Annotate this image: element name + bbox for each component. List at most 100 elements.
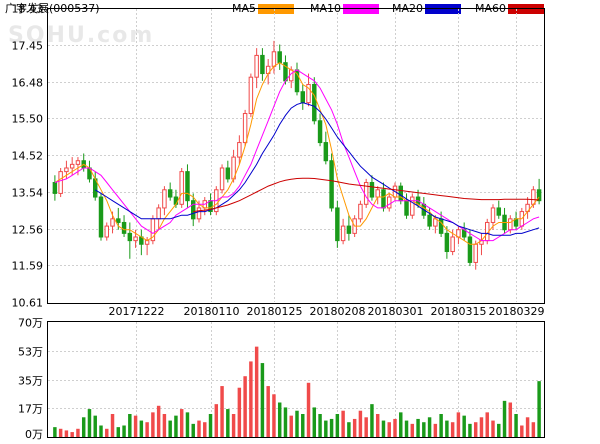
price-panel-frame (47, 8, 545, 304)
candle-body (427, 214, 432, 227)
volume-bar (93, 415, 97, 437)
candle-body (104, 225, 109, 238)
volume-bar (497, 423, 501, 437)
volume-bar (151, 412, 155, 437)
volume-bar (214, 404, 219, 437)
date-tick-label: 20180125 (247, 305, 303, 318)
volume-bar (145, 422, 149, 437)
candle (242, 109, 248, 147)
date-tick-label: 20171222 (109, 305, 165, 318)
candle (150, 215, 156, 245)
candle (121, 215, 127, 237)
price-tick-label: 18.43 (12, 3, 44, 16)
price-tick-label: 17.45 (12, 40, 44, 53)
candle (306, 73, 311, 107)
price-axis: 18.43 17.45 16.48 15.50 14.52 13.54 12.56 11.59… (12, 3, 44, 310)
candle-body (387, 196, 392, 209)
volume-bar (341, 410, 345, 437)
volume-bar (116, 427, 121, 437)
volume-bar (335, 414, 340, 437)
volume-bar (404, 420, 409, 437)
volume-bar (208, 414, 213, 437)
candle-body (179, 171, 184, 205)
volume-bar (462, 415, 466, 437)
candle (237, 135, 242, 165)
candle-body (340, 225, 346, 242)
volume-bar (133, 415, 138, 437)
volume-grid (48, 351, 544, 409)
candle-body (219, 167, 225, 191)
candle (87, 160, 92, 183)
volume-bar (520, 425, 524, 437)
candle-body (98, 196, 104, 238)
volume-bar (99, 425, 103, 437)
volume-bar (295, 410, 299, 437)
candle-body (254, 54, 259, 78)
candle (277, 44, 282, 70)
volume-bar (179, 409, 184, 437)
candle-body (323, 142, 329, 162)
volume-axis: 70万 53万 35万 17万 0万 (18, 317, 43, 442)
candle (104, 222, 109, 241)
volume-bar (58, 428, 63, 437)
volume-bar (381, 420, 386, 437)
candle (323, 131, 329, 165)
volume-bar (128, 414, 132, 437)
date-tick-label: 20180315 (431, 305, 487, 318)
volume-bar (329, 418, 334, 437)
volume-bar (324, 420, 328, 437)
volume-bar (375, 414, 380, 437)
volume-series (53, 346, 541, 437)
volume-bar (502, 400, 507, 437)
candle (358, 200, 363, 223)
candle (536, 178, 542, 205)
volume-bar (479, 417, 484, 437)
volume-bar (64, 430, 69, 437)
volume-bar (318, 414, 322, 437)
volume-bar (168, 420, 172, 437)
volume-bar (312, 407, 317, 437)
candle-body (346, 225, 352, 234)
candle-body (167, 189, 173, 198)
candle-body (237, 142, 242, 158)
date-tick-label: 20180208 (310, 305, 366, 318)
candle (219, 164, 225, 194)
candle (52, 175, 58, 201)
date-tick-label: 20180329 (489, 305, 545, 318)
candle-body (335, 207, 340, 242)
volume-bar (468, 423, 472, 437)
volume-bar (105, 428, 109, 437)
price-tick-label: 11.59 (12, 260, 44, 273)
volume-bar (347, 422, 351, 437)
candle (75, 157, 81, 176)
price-tick-label: 12.56 (12, 224, 44, 237)
candle-body (369, 182, 375, 198)
candle-body (358, 203, 363, 220)
candle (179, 167, 184, 208)
candle (387, 193, 392, 212)
volume-bar (162, 414, 167, 437)
candle-body (508, 218, 513, 231)
price-tick-label: 15.50 (12, 113, 44, 126)
candle (191, 193, 196, 227)
volume-bar (485, 412, 489, 437)
volume-bar (237, 387, 242, 437)
candle (58, 167, 63, 198)
candle (410, 193, 415, 219)
volume-bar (53, 427, 57, 437)
volume-bar (491, 420, 495, 437)
candle (461, 222, 467, 241)
candle (467, 229, 473, 267)
candle (490, 204, 496, 230)
candle (156, 204, 161, 230)
ma5-line (54, 62, 540, 245)
candle (248, 73, 254, 118)
candle-body (127, 232, 133, 242)
volume-panel-frame (47, 321, 545, 438)
candle-body (473, 243, 478, 263)
candle (127, 222, 133, 259)
ma60-line (193, 177, 540, 213)
candle-body (312, 83, 317, 122)
candle (369, 175, 375, 201)
candle-body (496, 207, 501, 216)
